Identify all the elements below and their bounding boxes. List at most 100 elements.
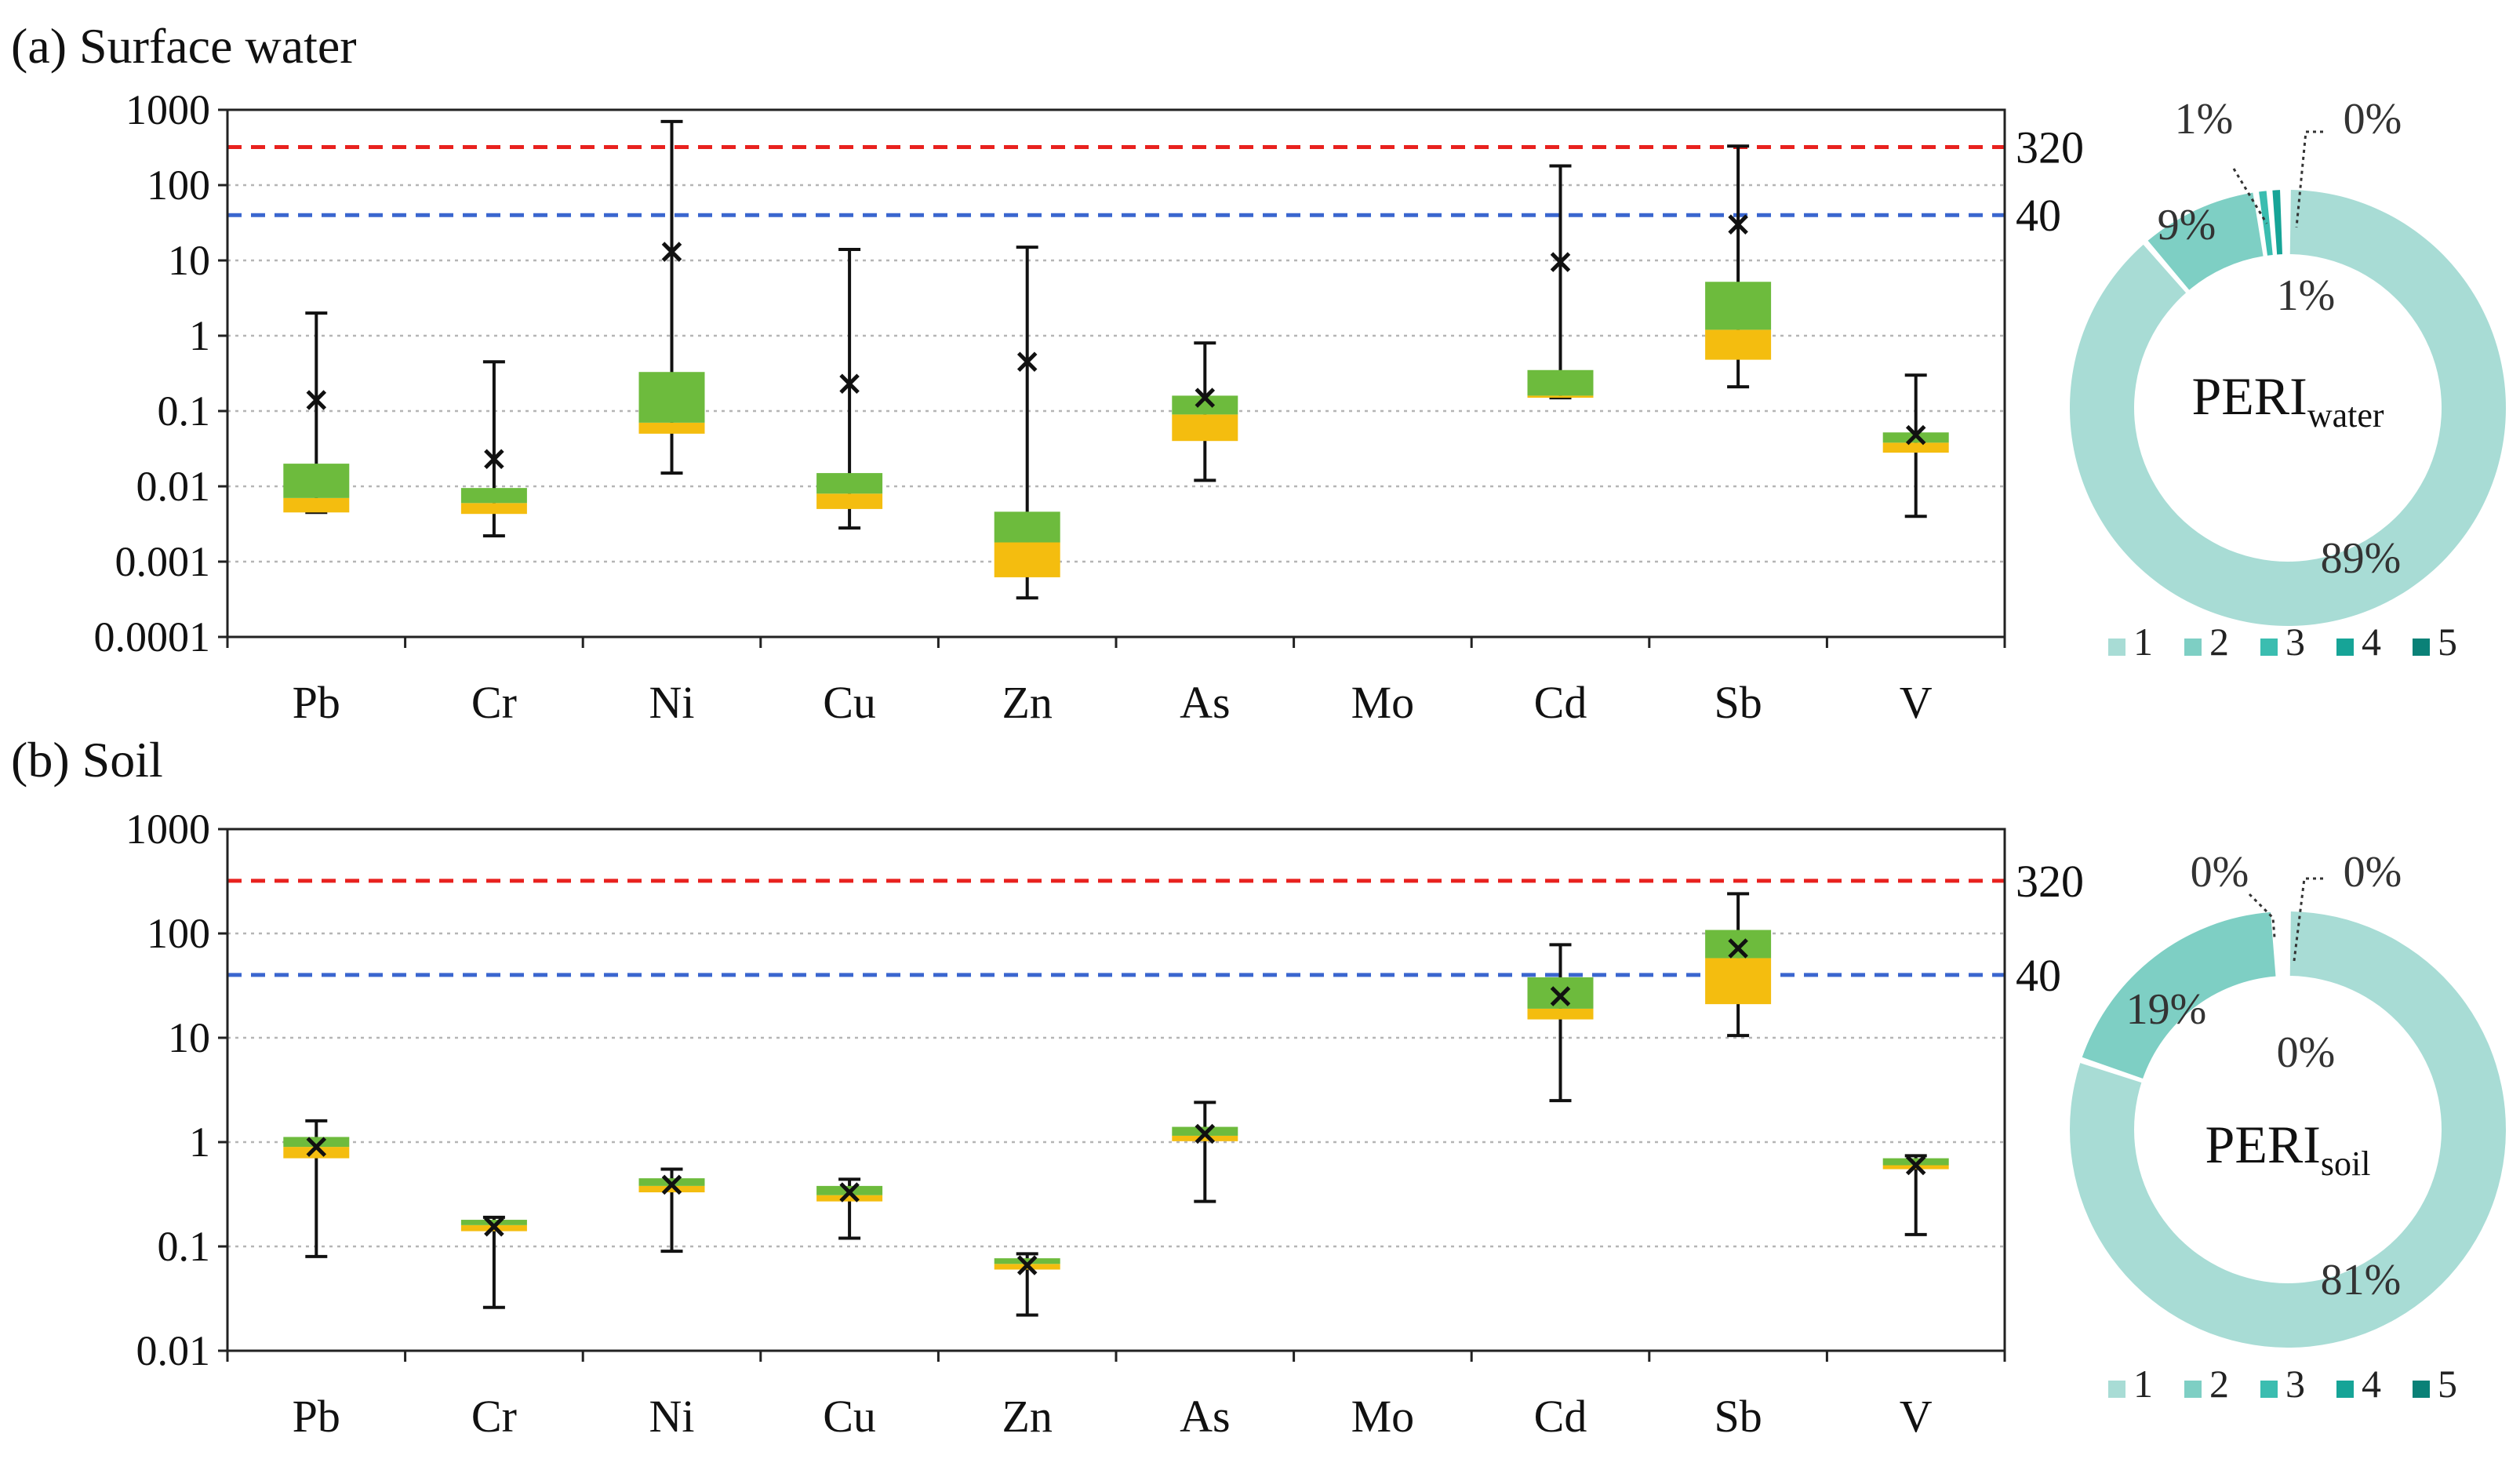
mean-marker — [484, 449, 504, 470]
box-as — [1172, 341, 1238, 482]
box-upper-quartile — [1705, 930, 1772, 959]
box-upper-quartile — [994, 1258, 1060, 1264]
box-upper-quartile — [1705, 282, 1772, 330]
box-plots — [283, 119, 1949, 600]
legend-swatch-4 — [2336, 639, 2354, 656]
peri-soil-labels: 81% 19% 0% 0% 0% — [2126, 848, 2402, 1304]
x-tick-label-mo: Mo — [1351, 677, 1415, 728]
box-lower-quartile — [638, 1185, 705, 1193]
panel-surface-water: (a) Surface water 0.0001 0.001 0.01 0.1 1 10 1… — [11, 18, 2506, 728]
x-tick-label-pb: Pb — [293, 1391, 340, 1442]
box-upper-quartile — [994, 511, 1060, 543]
box-cd — [1527, 164, 1594, 400]
panel-soil: (b) Soil 0.01 0.1 1 10 100 1000 Pb Cr Ni Cu Zn As M… — [11, 732, 2507, 1442]
y-axis-ticks: 0.0001 0.001 0.01 0.1 1 10 100 1000 — [94, 86, 227, 660]
legend-label-1: 1 — [2133, 620, 2153, 664]
box-cr — [460, 360, 527, 538]
mean-marker — [661, 1174, 682, 1195]
y-tick-label: 1 — [189, 1119, 210, 1166]
box-lower-quartile — [816, 1195, 883, 1202]
x-tick-label-ni: Ni — [649, 1391, 695, 1442]
box-lower-quartile — [283, 497, 350, 513]
y-tick-label: 1000 — [125, 806, 210, 853]
slice-label-1: 89% — [2321, 534, 2402, 583]
donut-slice-4 — [2272, 190, 2282, 255]
gridlines — [227, 932, 2005, 1248]
mean-marker — [1905, 1155, 1926, 1176]
mean-marker — [306, 390, 327, 410]
mean-marker — [1016, 1255, 1038, 1275]
legend-label-5: 5 — [2438, 620, 2457, 664]
slice-label-3: 0% — [2191, 848, 2249, 897]
box-upper-quartile — [1527, 369, 1594, 396]
box-zn — [994, 246, 1060, 600]
mean-marker — [661, 242, 682, 262]
legend-swatch-1 — [2108, 639, 2125, 656]
x-axis-labels: Pb Cr Ni Cu Zn As Mo Cd Sb V — [226, 1351, 2006, 1442]
threshold-lines — [227, 879, 2005, 977]
box-lower-quartile — [1705, 329, 1772, 360]
y-tick-label: 0.0001 — [94, 613, 211, 660]
mean-marker — [1195, 387, 1216, 408]
x-tick-label-zn: Zn — [1002, 1391, 1052, 1442]
mean-marker — [1728, 214, 1748, 235]
box-lower-quartile — [1527, 395, 1594, 398]
x-axis-labels: Pb Cr Ni Cu Zn As Mo Cd Sb V — [226, 637, 2006, 728]
x-tick-label-cr: Cr — [471, 1391, 517, 1442]
threshold-label-40: 40 — [2016, 190, 2061, 241]
box-pb — [283, 1119, 350, 1258]
y-tick-label: 100 — [147, 910, 210, 957]
x-tick-label-cd: Cd — [1534, 1391, 1587, 1442]
box-upper-quartile — [283, 1137, 350, 1148]
x-tick-label-v: V — [1900, 677, 1933, 728]
box-pb — [283, 311, 350, 515]
x-tick-label-cu: Cu — [823, 677, 876, 728]
box-v — [1882, 1154, 1949, 1236]
legend-label-4: 4 — [2362, 1362, 2381, 1406]
box-lower-quartile — [1527, 1008, 1594, 1020]
mean-marker — [839, 373, 860, 395]
box-sb — [1705, 892, 1772, 1038]
box-upper-quartile — [816, 473, 883, 494]
legend-swatch-3 — [2260, 1381, 2278, 1398]
x-tick-label-as: As — [1180, 677, 1230, 728]
box-upper-quartile — [283, 464, 350, 498]
legend-label-2: 2 — [2209, 620, 2229, 664]
x-tick-label-sb: Sb — [1714, 1391, 1762, 1442]
box-as — [1172, 1101, 1238, 1203]
box-lower-quartile — [1172, 1135, 1238, 1141]
box-lower-quartile — [816, 493, 883, 509]
box-ni — [638, 119, 705, 475]
legend-label-5: 5 — [2438, 1362, 2457, 1406]
legend-label-3: 3 — [2285, 1362, 2305, 1406]
mean-marker — [1550, 252, 1571, 272]
peri-title-subscript: soil — [2321, 1144, 2371, 1183]
box-plots — [283, 892, 1949, 1317]
box-cu — [816, 247, 883, 530]
donut-slice-2 — [2082, 911, 2276, 1079]
legend-swatch-1 — [2108, 1381, 2125, 1398]
box-lower-quartile — [994, 542, 1060, 577]
mean-marker — [1728, 938, 1748, 959]
peri-soil-legend: 1 2 3 4 5 — [2108, 1362, 2457, 1406]
peri-title-main: PERI — [2205, 1115, 2321, 1174]
donut-slice-2 — [2147, 192, 2264, 290]
x-tick-label-v: V — [1900, 1391, 1933, 1442]
x-tick-label-sb: Sb — [1714, 677, 1762, 728]
peri-water-title: PERIwater — [2191, 366, 2384, 435]
legend-swatch-5 — [2413, 1381, 2430, 1398]
mean-marker — [484, 1216, 504, 1237]
box-lower-quartile — [638, 422, 705, 434]
panel-title: (b) Soil — [11, 732, 163, 788]
peri-title-main: PERI — [2191, 366, 2307, 426]
legend-label-1: 1 — [2133, 1362, 2153, 1406]
mean-marker — [1016, 351, 1038, 373]
peri-water-donut — [2070, 190, 2506, 626]
x-tick-label-cd: Cd — [1534, 677, 1587, 728]
leader-line — [2295, 130, 2323, 228]
box-upper-quartile — [460, 488, 527, 504]
x-tick-label-mo: Mo — [1351, 1391, 1415, 1442]
slice-label-2: 19% — [2126, 985, 2207, 1034]
peri-soil-donut — [2070, 911, 2507, 1348]
